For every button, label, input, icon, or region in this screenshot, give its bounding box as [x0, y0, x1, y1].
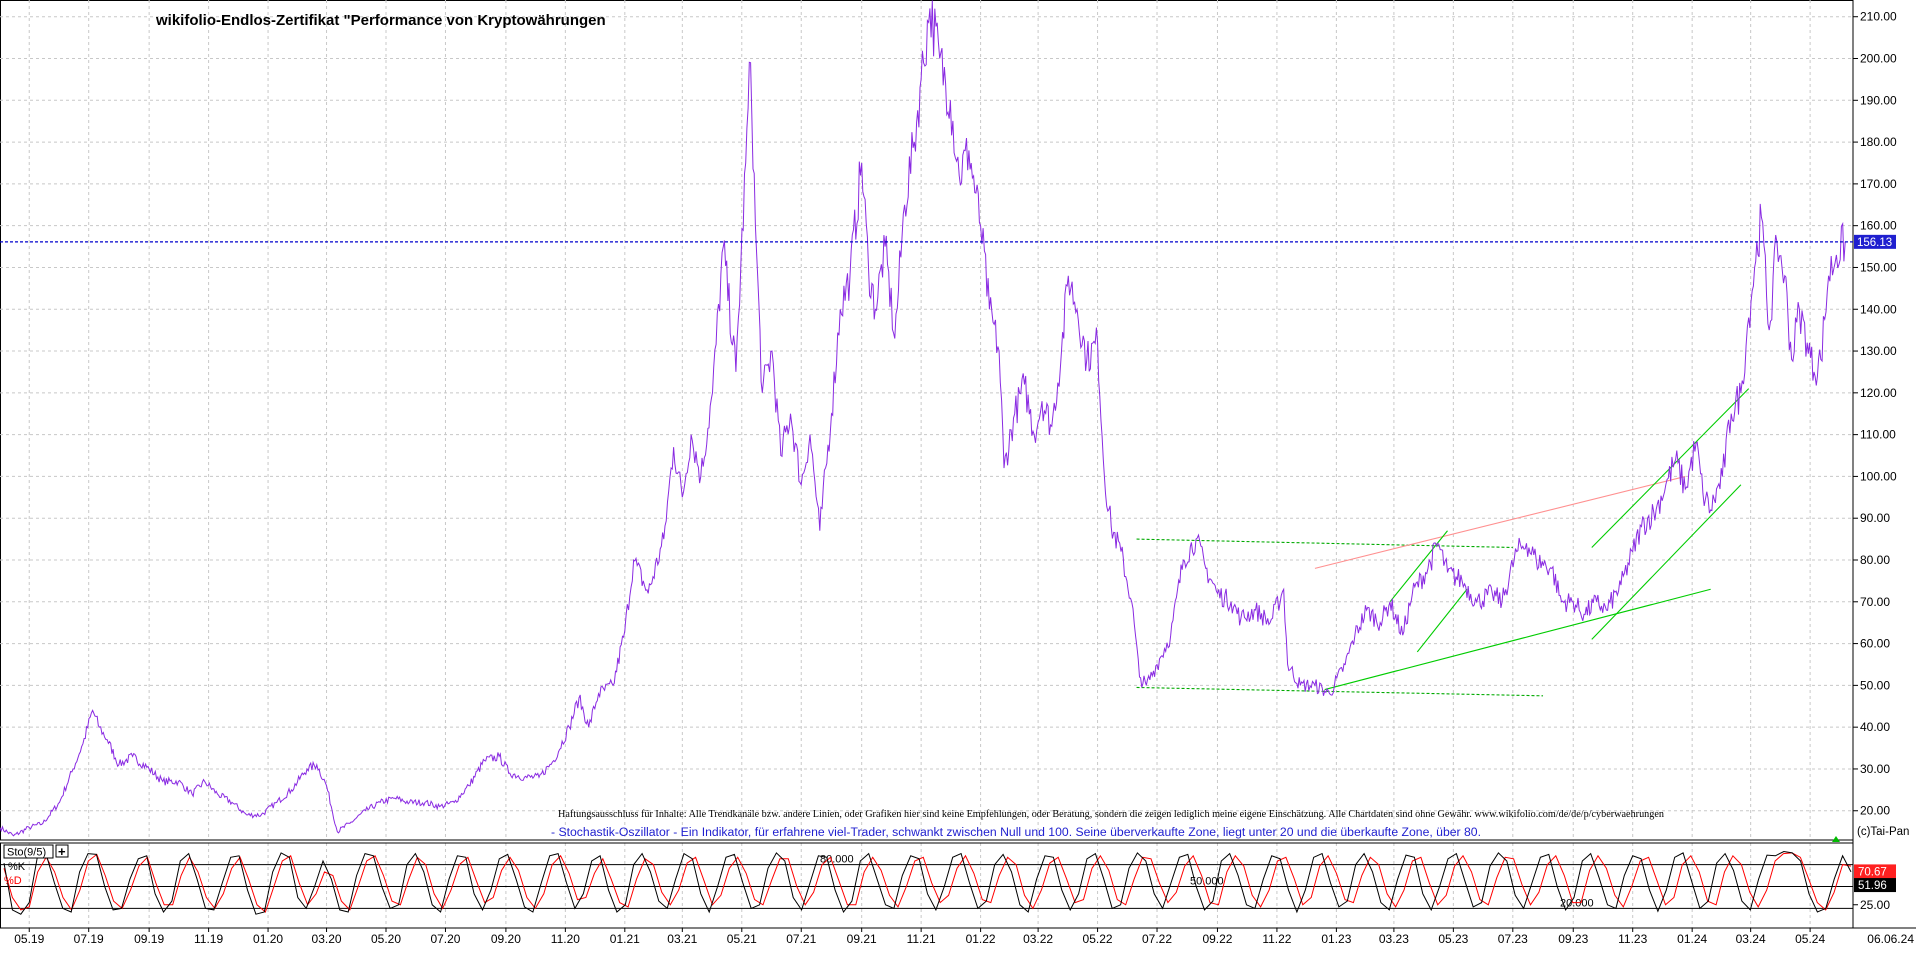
x-tick-label: 09.23 — [1558, 932, 1588, 946]
oscillator-legend: Sto(9/5) + %K %D — [3, 844, 69, 887]
d-legend: %D — [4, 875, 22, 887]
x-tick-label: 11.23 — [1618, 932, 1647, 946]
trendline — [1324, 588, 1711, 691]
x-tick-label: 11.20 — [551, 932, 580, 946]
y-tick-label: 70.00 — [1860, 595, 1890, 609]
price-y-axis: 20.00 30.00 40.00 50.00 60.00 70.00 80.00 90.00… — [1852, 0, 1897, 928]
d-value-label: 51.96 — [1858, 880, 1887, 892]
x-tick-label: 07.23 — [1498, 932, 1528, 946]
x-tick-label: 07.22 — [1142, 932, 1172, 946]
trendline — [1416, 588, 1468, 653]
y-tick-label: 190.00 — [1860, 93, 1897, 107]
x-tick-label: 11.22 — [1262, 932, 1291, 946]
buy-signal-icon — [1832, 836, 1840, 842]
x-tick-label: 09.22 — [1202, 932, 1232, 946]
x-tick-label: 09.19 — [134, 932, 164, 946]
y-tick-label: 160.00 — [1860, 219, 1897, 233]
x-last-date: 06.06.24 — [1867, 932, 1914, 946]
trendline — [1314, 475, 1686, 569]
price-grid — [0, 0, 1854, 928]
trendline — [1136, 686, 1544, 697]
last-price-badge — [1854, 234, 1896, 249]
trendline — [1591, 484, 1742, 640]
x-tick-label: 03.20 — [312, 932, 342, 946]
price-frame — [0, 0, 1854, 841]
x-tick-label: 01.24 — [1677, 932, 1707, 946]
x-tick-label: 07.21 — [786, 932, 816, 946]
y-tick-label: 50.00 — [1860, 678, 1890, 692]
k-value-label: 70.67 — [1858, 866, 1887, 878]
y-tick-label: 30.00 — [1860, 762, 1890, 776]
x-tick-label: 05.21 — [727, 932, 757, 946]
x-axis: 05.19 07.19 09.19 11.19 01.20 03.20 05.20 07.20… — [0, 927, 1916, 946]
d-value-badge — [1854, 878, 1896, 893]
osc-y-tick-label: 25.00 — [1860, 898, 1890, 912]
x-tick-label: 01.21 — [610, 932, 640, 946]
x-tick-label: 03.24 — [1736, 932, 1766, 946]
trendline — [1591, 388, 1750, 548]
osc-d-line — [3, 852, 1852, 913]
y-tick-label: 120.00 — [1860, 386, 1897, 400]
x-tick-label: 01.22 — [966, 932, 996, 946]
y-tick-label: 140.00 — [1860, 302, 1897, 316]
y-tick-label: 210.00 — [1860, 10, 1897, 24]
x-tick-label: 11.19 — [194, 932, 223, 946]
x-tick-label: 05.20 — [371, 932, 401, 946]
y-tick-label: 20.00 — [1860, 804, 1890, 818]
disclaimer-text: Haftungsausschluss für Inhalte: Alle Tre… — [558, 809, 1664, 820]
osc-level-label: 80.000 — [820, 854, 854, 866]
x-tick-label: 09.20 — [491, 932, 521, 946]
y-tick-label: 200.00 — [1860, 52, 1897, 66]
chart-title: wikifolio-Endlos-Zertifikat "Performance… — [155, 12, 606, 29]
last-price-label: 156.13 — [1857, 237, 1892, 249]
trendline — [1389, 530, 1448, 603]
x-tick-label: 01.23 — [1321, 932, 1351, 946]
x-tick-label: 07.20 — [430, 932, 460, 946]
expand-icon: + — [58, 844, 66, 859]
x-tick-label: 03.21 — [667, 932, 697, 946]
x-tick-label: 07.19 — [74, 932, 104, 946]
price-line — [0, 0, 1846, 837]
y-tick-label: 60.00 — [1860, 637, 1890, 651]
x-tick-label: 03.23 — [1379, 932, 1409, 946]
y-tick-label: 180.00 — [1860, 135, 1897, 149]
y-tick-label: 80.00 — [1860, 553, 1890, 567]
x-tick-label: 11.21 — [907, 932, 936, 946]
x-tick-label: 05.24 — [1795, 932, 1825, 946]
y-tick-label: 170.00 — [1860, 177, 1897, 191]
expand-button[interactable] — [55, 844, 69, 858]
trendline — [1136, 538, 1513, 549]
y-tick-label: 150.00 — [1860, 260, 1897, 274]
k-legend: %K — [8, 861, 26, 873]
osc-frame-rect — [0, 842, 1854, 929]
osc-k-line — [3, 850, 1852, 915]
copyright: (c)Tai-Pan — [1857, 826, 1909, 838]
osc-level-label: 50.000 — [1190, 876, 1224, 888]
x-tick-label: 05.19 — [14, 932, 44, 946]
y-tick-label: 40.00 — [1860, 720, 1890, 734]
last-price-marker: 156.13 — [0, 234, 1896, 249]
x-tick-label: 01.20 — [253, 932, 283, 946]
x-tick-label: 03.22 — [1023, 932, 1053, 946]
sto-label: Sto(9/5) — [7, 847, 46, 859]
oscillator-note: - Stochastik-Oszillator - Ein Indikator,… — [551, 827, 1481, 839]
y-tick-label: 100.00 — [1860, 469, 1897, 483]
k-value-badge — [1854, 864, 1896, 879]
x-tick-label: 05.22 — [1083, 932, 1113, 946]
sto-box[interactable] — [3, 844, 54, 859]
y-tick-label: 90.00 — [1860, 511, 1890, 525]
x-tick-label: 09.21 — [847, 932, 877, 946]
oscillator-lines: 70.67 51.96 — [3, 836, 1896, 915]
x-tick-label: 05.23 — [1438, 932, 1468, 946]
y-tick-label: 130.00 — [1860, 344, 1897, 358]
y-tick-label: 110.00 — [1860, 428, 1896, 442]
